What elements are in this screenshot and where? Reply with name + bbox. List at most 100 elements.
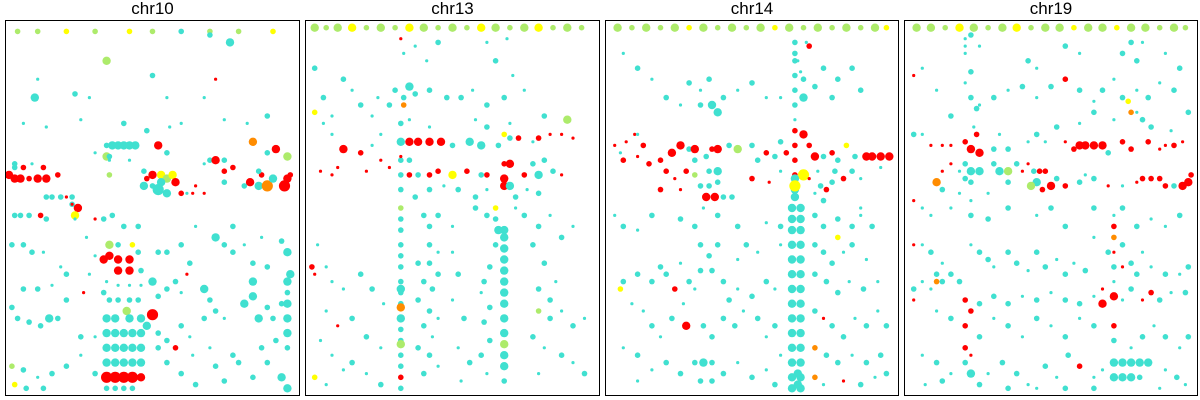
data-point (421, 212, 427, 219)
data-point (396, 137, 405, 146)
data-point (313, 272, 317, 276)
data-point (736, 88, 740, 92)
data-point (485, 40, 489, 45)
data-point (43, 216, 50, 222)
data-point (935, 88, 939, 92)
data-point (121, 223, 127, 230)
data-point (491, 23, 500, 32)
data-point (1026, 181, 1036, 191)
data-point (700, 323, 707, 329)
data-point (706, 76, 712, 82)
data-point (876, 309, 880, 313)
data-point (1183, 383, 1187, 387)
data-point (859, 177, 863, 181)
data-point (1171, 87, 1177, 93)
data-point (26, 319, 32, 325)
data-point (1112, 213, 1116, 217)
data-point (1109, 292, 1119, 301)
data-point (677, 216, 684, 222)
data-point (841, 379, 846, 383)
data-point (283, 248, 292, 257)
data-point (148, 170, 157, 180)
data-point (230, 223, 236, 230)
data-point (102, 314, 111, 323)
data-point (500, 328, 509, 338)
data-point (702, 192, 711, 202)
data-point (318, 338, 323, 343)
data-point (311, 109, 318, 116)
data-point (126, 28, 133, 35)
data-point (21, 121, 25, 125)
data-point (50, 283, 54, 287)
data-point (311, 65, 318, 71)
data-point (221, 179, 228, 185)
data-point (1071, 24, 1077, 31)
data-point (121, 120, 127, 127)
panel-chr10: chr10 (5, 0, 300, 396)
data-point (17, 212, 24, 219)
data-point (456, 346, 460, 350)
data-point (547, 297, 553, 303)
data-point (873, 375, 877, 379)
data-point (754, 315, 761, 322)
data-point (500, 314, 509, 323)
data-point (620, 278, 627, 285)
data-point (250, 374, 256, 381)
data-point (860, 286, 867, 292)
data-point (636, 379, 640, 383)
data-point (535, 190, 542, 197)
data-point (283, 299, 292, 308)
data-point (103, 385, 110, 392)
data-point (835, 216, 841, 222)
data-point (933, 278, 940, 285)
data-point (70, 202, 74, 206)
data-point (142, 321, 151, 330)
data-point (128, 343, 137, 352)
data-point (817, 183, 824, 189)
data-point (42, 174, 51, 183)
data-point (1081, 141, 1090, 150)
data-point (849, 65, 855, 71)
data-point (421, 323, 427, 329)
data-point (1126, 358, 1136, 367)
data-point (435, 39, 441, 46)
data-point (620, 157, 627, 163)
data-point (214, 77, 218, 81)
data-point (841, 250, 846, 254)
data-point (283, 384, 292, 393)
data-point (106, 153, 113, 160)
data-point (484, 124, 490, 130)
data-point (330, 353, 334, 357)
data-point (799, 130, 808, 139)
data-point (1144, 358, 1153, 367)
data-point (129, 242, 136, 248)
data-point (729, 194, 735, 200)
data-point (977, 103, 982, 107)
data-point (976, 381, 983, 388)
data-point (963, 51, 967, 56)
data-point (386, 102, 393, 108)
data-point (617, 286, 624, 292)
data-point (812, 242, 818, 248)
data-point (1120, 184, 1125, 188)
data-point (398, 227, 404, 233)
data-point (14, 28, 21, 35)
data-point (425, 59, 429, 63)
data-point (413, 44, 417, 48)
data-point (63, 271, 70, 278)
data-point (1049, 324, 1053, 328)
data-point (829, 179, 835, 185)
data-point (621, 346, 625, 350)
data-point (41, 250, 46, 254)
data-point (692, 223, 698, 230)
data-point (792, 50, 798, 57)
data-point (560, 132, 564, 136)
data-point (820, 249, 827, 255)
data-point (426, 260, 433, 267)
data-point (105, 240, 114, 249)
data-point (939, 278, 946, 285)
data-point (672, 286, 678, 292)
data-point (119, 343, 128, 352)
data-point (1148, 289, 1154, 296)
data-point (806, 142, 812, 149)
